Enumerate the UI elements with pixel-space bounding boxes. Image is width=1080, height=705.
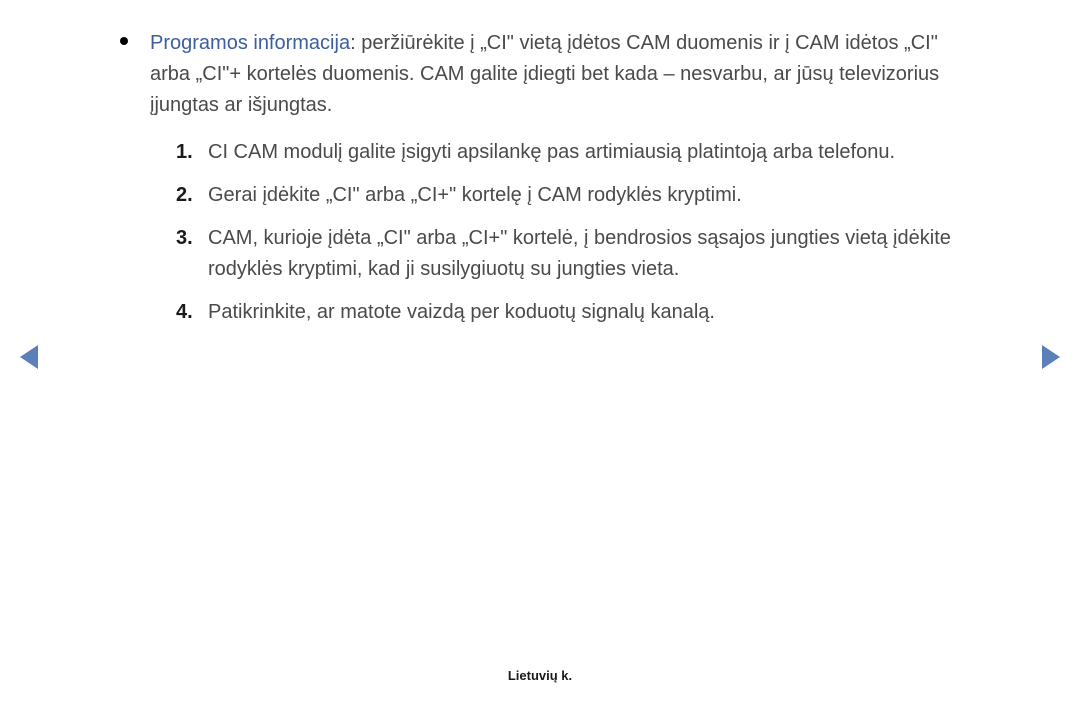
bullet-highlight-text: Programos informacija: [150, 32, 350, 54]
list-item: 3. CAM, kurioje įdėta „CI" arba „CI+" ko…: [176, 223, 980, 285]
nav-prev-arrow[interactable]: [20, 345, 38, 369]
bullet-icon: [120, 37, 128, 45]
nav-next-arrow[interactable]: [1042, 345, 1060, 369]
item-text: CI CAM modulį galite įsigyti apsilankę p…: [208, 141, 895, 163]
item-number: 1.: [176, 137, 193, 168]
page-footer: Lietuvių k.: [0, 668, 1080, 683]
list-item: 2. Gerai įdėkite „CI" arba „CI+" kortelę…: [176, 180, 980, 211]
list-item: 1. CI CAM modulį galite įsigyti apsilank…: [176, 137, 980, 168]
item-text: Patikrinkite, ar matote vaizdą per koduo…: [208, 301, 715, 323]
page-content: Programos informacija: peržiūrėkite į „C…: [0, 0, 1080, 328]
item-text: Gerai įdėkite „CI" arba „CI+" kortelę į …: [208, 184, 742, 206]
item-number: 4.: [176, 297, 193, 328]
item-text: CAM, kurioje įdėta „CI" arba „CI+" korte…: [208, 227, 951, 280]
numbered-list: 1. CI CAM modulį galite įsigyti apsilank…: [100, 137, 980, 328]
item-number: 3.: [176, 223, 193, 254]
item-number: 2.: [176, 180, 193, 211]
list-item: 4. Patikrinkite, ar matote vaizdą per ko…: [176, 297, 980, 328]
bullet-paragraph: Programos informacija: peržiūrėkite į „C…: [100, 28, 980, 121]
